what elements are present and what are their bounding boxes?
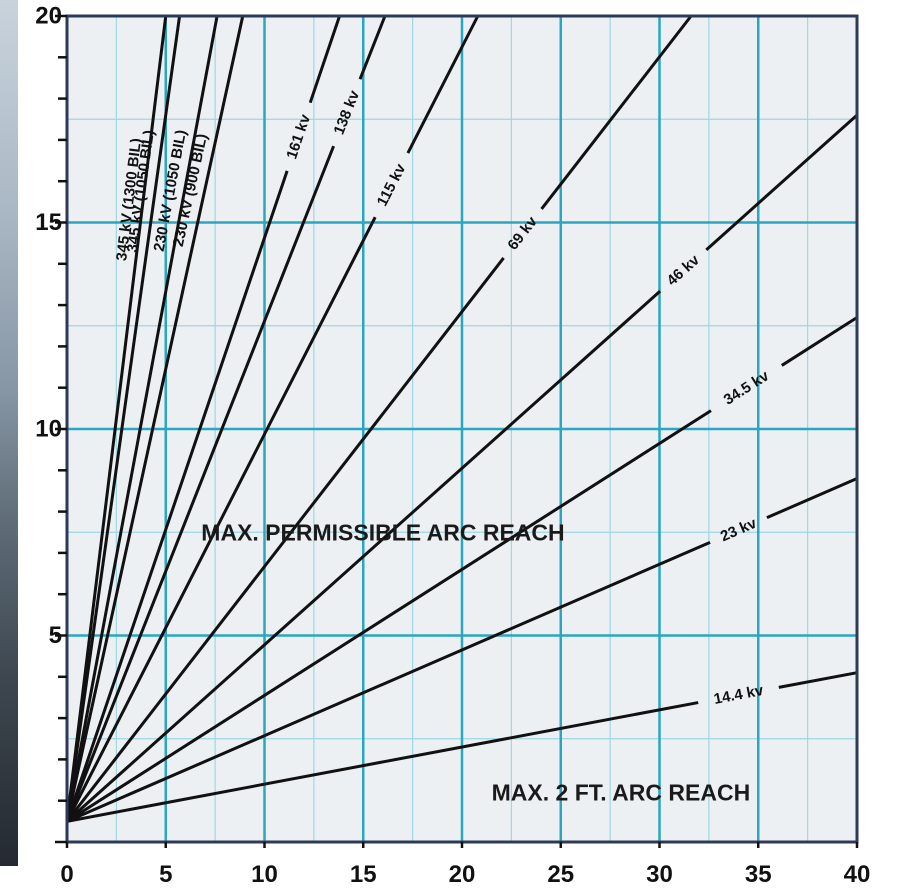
annotation-label: MAX. PERMISSIBLE ARC REACH: [201, 520, 564, 546]
series-line: [65, 15, 182, 822]
x-tick-label: 35: [745, 861, 772, 888]
series-line: [358, 15, 387, 80]
series-line: [65, 15, 245, 822]
background-photo-strip: [0, 0, 18, 866]
series-line: [65, 257, 505, 823]
series-line: [778, 671, 858, 689]
y-tick-label: 10: [35, 416, 62, 443]
axes: 5 10 15 20 0 5 10 15 20 25 30 35 40: [35, 3, 870, 888]
x-tick-label: 15: [350, 861, 377, 888]
y-tick-label: 15: [35, 209, 62, 236]
series-line: [406, 15, 480, 154]
y-tick-label: 20: [35, 3, 62, 30]
annotations: MAX. PERMISSIBLE ARC REACH MAX. 2 FT. ARC…: [201, 520, 750, 806]
series-line: [540, 15, 693, 210]
y-tick-label: 5: [49, 622, 62, 649]
series-line: [66, 701, 699, 823]
series-line: [66, 409, 712, 823]
series-line: [65, 170, 289, 822]
annotation-label: MAX. 2 FT. ARC REACH: [492, 780, 751, 806]
series-line: [66, 540, 711, 823]
series-line: [65, 15, 219, 822]
series-lines: [65, 15, 858, 823]
series-line: [308, 15, 341, 104]
series-line: [66, 290, 662, 823]
x-tick-label: 0: [60, 861, 73, 888]
x-tick-label: 5: [159, 861, 172, 888]
x-tick-label: 10: [251, 861, 278, 888]
series-line: [705, 114, 858, 251]
series-line: [766, 477, 858, 520]
series-line: [65, 15, 168, 822]
x-tick-label: 40: [844, 861, 871, 888]
series-line: [65, 216, 377, 823]
x-tick-label: 20: [449, 861, 476, 888]
x-tick-label: 25: [547, 861, 574, 888]
series-line: [65, 145, 335, 822]
series-line: [781, 316, 858, 367]
x-tick-label: 30: [646, 861, 673, 888]
